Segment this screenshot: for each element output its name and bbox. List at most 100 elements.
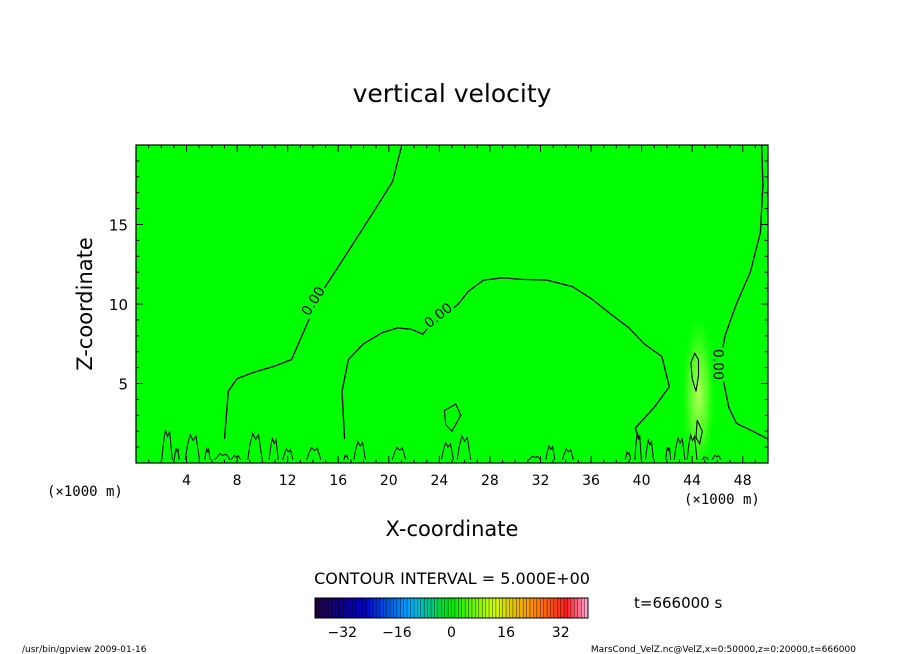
colorbar-band <box>557 598 561 618</box>
x-tick-label: 24 <box>430 473 448 489</box>
chart-title: vertical velocity <box>353 79 552 108</box>
colorbar-band <box>577 598 582 618</box>
x-unit-right: (×1000 m) <box>684 492 760 508</box>
colorbar-band <box>413 598 418 618</box>
surface-contour-14 <box>440 441 454 460</box>
colorbar-band <box>536 598 541 618</box>
surface-contour-11 <box>343 454 349 460</box>
colorbar-band <box>451 598 456 618</box>
zero-contour-left <box>223 146 403 440</box>
colorbar-band <box>489 598 493 618</box>
colorbar-band <box>325 598 329 618</box>
colorbar-band <box>410 598 415 618</box>
updraft-shading <box>680 310 717 463</box>
surface-contour-6 <box>230 454 242 461</box>
colorbar <box>314 597 589 619</box>
colorbar-band <box>570 598 575 618</box>
closed-contour-1 <box>690 352 700 392</box>
surface-contour-13 <box>391 446 407 460</box>
colorbar-band <box>403 598 408 618</box>
colorbar-band <box>567 598 572 618</box>
colorbar-band <box>407 598 411 618</box>
closed-contour-2 <box>695 419 703 446</box>
y-axis-label: Z-coordinate <box>73 237 97 371</box>
colorbar-tick-label: −32 <box>328 625 358 641</box>
colorbar-band <box>574 598 579 618</box>
colorbar-band <box>342 598 347 618</box>
colorbar-band <box>516 598 521 618</box>
colorbar-band <box>482 598 486 618</box>
surface-contour-3 <box>184 433 200 460</box>
colorbar-band <box>366 598 370 618</box>
surface-contour-9 <box>282 447 294 460</box>
colorbar-band <box>355 598 360 618</box>
surface-contour-2 <box>173 447 180 460</box>
colorbar-band <box>328 598 333 618</box>
colorbar-frame <box>314 597 589 619</box>
colorbar-tick-label: −16 <box>382 625 412 641</box>
colorbar-band <box>547 598 551 618</box>
x-tick-label: 4 <box>182 473 191 489</box>
x-tick-label: 44 <box>683 473 701 489</box>
colorbar-band <box>526 598 531 618</box>
contour-lines <box>161 145 768 461</box>
contour-label-3: 0.00 <box>710 349 726 380</box>
surface-contour-4 <box>204 446 211 460</box>
colorbar-band <box>369 598 374 618</box>
colorbar-band <box>533 598 538 618</box>
colorbar-band <box>427 598 432 618</box>
colorbar-band <box>383 598 387 618</box>
colorbar-band <box>512 598 517 618</box>
surface-contour-5 <box>214 452 231 461</box>
colorbar-band <box>495 598 500 618</box>
colorbar-band <box>499 598 503 618</box>
colorbar-band <box>396 598 401 618</box>
surface-contour-17 <box>545 444 556 460</box>
colorbar-tick-label: 16 <box>497 625 515 641</box>
colorbar-band <box>352 598 357 618</box>
colorbar-band <box>417 598 422 618</box>
y-tick-label: 15 <box>109 217 128 235</box>
colorbar-band <box>553 598 558 618</box>
y-tick-label: 10 <box>109 296 128 314</box>
colorbar-band <box>560 598 565 618</box>
contour-label-bg-2 <box>420 299 456 332</box>
colorbar-band <box>431 598 435 618</box>
colorbar-band <box>379 598 384 618</box>
colorbar-band <box>543 598 548 618</box>
colorbar-band <box>485 598 490 618</box>
colorbar-band <box>400 598 405 618</box>
colorbar-band <box>475 598 480 618</box>
colorbar-band <box>584 598 589 618</box>
colorbar-band <box>393 598 398 618</box>
colorbar-band <box>509 598 514 618</box>
colorbar-band <box>581 598 585 618</box>
surface-contour-23 <box>673 436 686 460</box>
colorbar-band <box>492 598 497 618</box>
zero-contour-middle <box>341 277 671 440</box>
colorbar-band <box>448 598 452 618</box>
surface-contour-19 <box>624 450 632 460</box>
colorbar-band <box>362 598 367 618</box>
surface-contour-10 <box>306 446 322 460</box>
contour-label-bg-3 <box>711 347 726 382</box>
colorbar-band <box>468 598 473 618</box>
colorbar-band <box>441 598 445 618</box>
colorbar-band <box>471 598 476 618</box>
y-axis-ticks: 5 10 15 <box>109 160 768 448</box>
colorbar-band <box>564 598 568 618</box>
closed-contour-3 <box>443 403 462 433</box>
surface-contour-1 <box>161 429 173 460</box>
colorbar-band <box>434 598 439 618</box>
colorbar-band <box>458 598 463 618</box>
colorbar-band <box>523 598 527 618</box>
y-tick-label: 5 <box>118 376 128 394</box>
surface-contour-25 <box>701 456 709 461</box>
colorbar-band <box>454 598 459 618</box>
colorbar-band <box>519 598 524 618</box>
colorbar-band <box>321 598 326 618</box>
colorbar-band <box>437 598 442 618</box>
surface-contour-24 <box>686 433 698 460</box>
surface-contour-21 <box>645 438 654 460</box>
colorbar-band <box>349 598 353 618</box>
